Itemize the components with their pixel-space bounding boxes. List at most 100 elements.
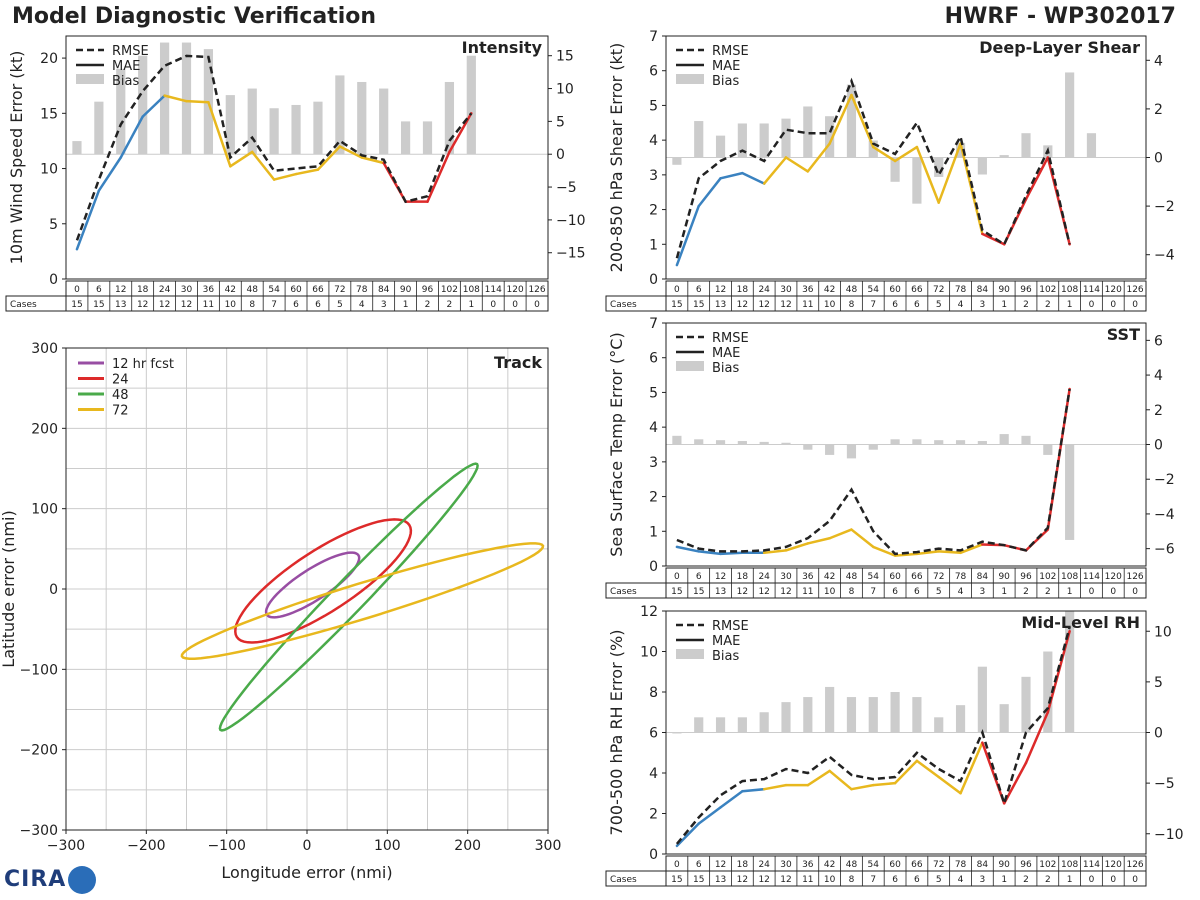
intensity-cases-value: 1 [403, 300, 409, 310]
rh-mae-segment [893, 759, 919, 785]
shear-cases-label: Cases [610, 300, 637, 310]
shear-mae-segment [762, 156, 788, 185]
sst-bias-bar [912, 439, 922, 445]
shear-legend-rmse: RMSE [712, 44, 749, 59]
sst-cases-value: 0 [1132, 587, 1138, 597]
rh-mae-segment [697, 806, 722, 825]
rh-bias-bar [715, 717, 726, 733]
intensity-cases-value: 12 [159, 300, 170, 310]
rh-leadtime-label: 72 [933, 860, 944, 870]
sst-mae-segment [762, 549, 788, 555]
storm-id: HWRF - WP302017 [944, 4, 1176, 29]
shear-cases-value: 6 [914, 300, 920, 310]
shear-mae-segment [675, 204, 700, 267]
globe-icon [68, 866, 97, 894]
shear-rmse-line [675, 77, 1071, 259]
sst-bias-ytick-label: 4 [1154, 368, 1163, 384]
track-ellipse-72 [180, 542, 545, 660]
track-ytick-label: 200 [31, 421, 58, 437]
rh-cases-value: 5 [936, 875, 942, 885]
sst-mae-segment [872, 545, 897, 557]
sst-mae-segment [959, 543, 984, 555]
rh-cases-value: 0 [1089, 875, 1095, 885]
sst-leadtime-label: 48 [846, 572, 858, 582]
intensity-legend-rmse: RMSE [112, 44, 149, 59]
rh-bias-bar [934, 717, 944, 733]
rh-mae-segment [1002, 761, 1028, 805]
rh-cases-value: 15 [693, 875, 704, 885]
shear-bias-bar [694, 121, 704, 158]
track-xtick-label: 300 [535, 838, 562, 854]
intensity-mae-segment [316, 145, 342, 171]
shear-bias-ytick-label: −4 [1154, 248, 1175, 264]
sst-bias-bar [999, 434, 1009, 445]
shear-ytick-label: 5 [649, 98, 658, 114]
rh-mae-segment [828, 769, 853, 791]
rh-legend-bias: Bias [712, 649, 739, 664]
intensity-cases-value: 15 [93, 300, 104, 310]
sst-legend-bias-swatch [676, 361, 704, 371]
sst-bias-ytick-label: 0 [1154, 438, 1163, 454]
rh-cases-value: 13 [715, 875, 726, 885]
shear-cases-value: 13 [715, 300, 726, 310]
rh-mae-segment [850, 783, 875, 791]
shear-ytick-label: 7 [649, 29, 658, 45]
shear-leadtime-label: 126 [1126, 285, 1143, 295]
intensity-mae-segment [75, 189, 101, 251]
shear-bias-bar [934, 157, 944, 177]
shear-mae-segment [719, 171, 744, 180]
rh-ytick-label: 0 [649, 847, 658, 863]
sst-cases-row [605, 582, 1147, 599]
rh-cases-value: 2 [1023, 875, 1029, 885]
track-panel-label: Track [494, 353, 542, 372]
shear-bias-bar [803, 106, 813, 158]
sst-ytick-label: 0 [649, 559, 658, 575]
rh-leadtime-label: 96 [1020, 860, 1032, 870]
intensity-mae-segment [229, 150, 254, 168]
sst-panel-label: SST [1107, 325, 1140, 344]
intensity-mae-segment [338, 145, 364, 159]
intensity-bias-bar [422, 121, 433, 155]
shear-cases-value: 10 [824, 300, 836, 310]
shear-mae-segment [893, 145, 919, 163]
sst-ytick-label: 1 [649, 524, 658, 540]
intensity-leadtime-label: 114 [485, 285, 502, 295]
shear-cases-value: 15 [693, 300, 704, 310]
rh-cases-value: 12 [780, 875, 791, 885]
sst-bias-ytick-label: 6 [1154, 333, 1163, 349]
intensity-leadtime-label: 60 [290, 285, 302, 295]
rh-bias-ytick-label: 10 [1154, 624, 1172, 640]
intensity-bias-bar [335, 75, 345, 155]
intensity-leadtime-label: 0 [74, 285, 80, 295]
intensity-ytick-label: 15 [40, 106, 58, 122]
shear-bias-bar [759, 123, 769, 158]
rh-leadtime-label: 90 [998, 860, 1010, 870]
intensity-ytick-label: 20 [40, 51, 58, 67]
shear-leadtime-label: 24 [758, 285, 770, 295]
shear-leadtime-label: 48 [846, 285, 858, 295]
rh-mae-segment [1024, 711, 1050, 765]
sst-cases-value: 1 [1001, 587, 1007, 597]
intensity-mae-segment [207, 101, 232, 168]
sst-leadtime-label: 90 [998, 572, 1010, 582]
intensity-leadtime-label: 6 [96, 285, 102, 295]
rh-bias-bar [955, 705, 966, 733]
sst-mae-segment [719, 551, 744, 556]
sst-bias-bar [868, 444, 878, 450]
shear-bias-bar [1086, 133, 1097, 158]
intensity-legend-bias-swatch [76, 74, 104, 84]
sst-leadtime-label: 84 [977, 572, 989, 582]
intensity-ytick-label: 0 [49, 272, 58, 288]
track-xtick-label: 200 [454, 838, 481, 854]
intensity-bias-bar [225, 95, 235, 155]
sst-ytick-label: 2 [649, 490, 658, 506]
rh-cases-value: 0 [1110, 875, 1116, 885]
rh-bias-bar [1021, 676, 1031, 733]
shear-bias-bar [715, 135, 726, 158]
shear-mae-segment [697, 177, 722, 208]
rh-mae-segment [762, 783, 788, 791]
intensity-bias-bar [357, 81, 367, 155]
intensity-cases-value: 0 [534, 300, 540, 310]
